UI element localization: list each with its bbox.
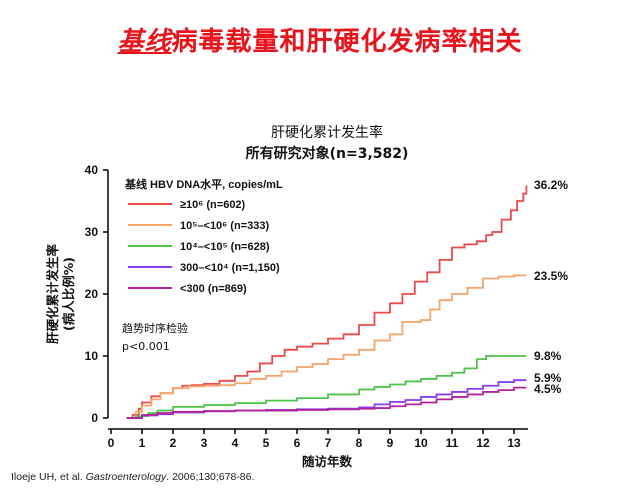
x-tick-label: 13 [507, 436, 521, 450]
series-line [126, 355, 527, 419]
series-lines [126, 185, 528, 419]
y-tick-label: 30 [85, 225, 99, 239]
x-tick-label: 2 [170, 436, 177, 450]
citation-journal: Gastroenterology [85, 471, 167, 483]
x-tick-label: 12 [476, 436, 490, 450]
x-tick-label: 4 [232, 436, 239, 450]
x-tick-label: 8 [356, 436, 363, 450]
y-axis-title-line2: (病人比例%) [61, 257, 76, 331]
y-tick-label: 20 [85, 287, 99, 301]
end-value-label: 4.5% [534, 382, 562, 396]
slide-title-rest: 病毒载量和肝硬化发病率相关 [171, 27, 523, 57]
citation-details: . 2006;130;678-86. [166, 471, 255, 483]
chart-subtitle: 所有研究对象(n=3,582) [246, 145, 409, 162]
y-tick-label: 40 [85, 163, 99, 177]
end-value-label: 5.9% [534, 371, 562, 385]
slide-title: 基线病毒载量和肝硬化发病率相关 [0, 21, 640, 58]
slide-title-emphasis: 基线 [117, 27, 172, 57]
series-line [126, 274, 527, 419]
x-tick-label: 6 [294, 436, 301, 450]
annotation-test-name: 趋势时序检验 [122, 321, 188, 335]
y-axis-title-line1: 肝硬化累计发生率 [45, 244, 60, 345]
end-value-label: 23.5% [534, 269, 568, 283]
end-value-label: 36.2% [534, 178, 568, 192]
x-tick-label: 11 [446, 436, 459, 450]
chart-title: 肝硬化累计发生率 [271, 124, 383, 141]
legend-entry: 300–<10⁴ (n=1,150) [180, 262, 280, 274]
annotation-p-value: p<0.001 [122, 340, 170, 353]
legend: 基线 HBV DNA水平, copies/mL ≥10⁶ (n=602) 10⁵–… [124, 177, 283, 295]
legend-entry: <300 (n=869) [180, 283, 247, 295]
legend-entry: 10⁵–<10⁶ (n=333) [180, 220, 269, 232]
x-tick-label: 7 [325, 436, 332, 450]
x-axis-title: 随访年数 [302, 454, 353, 469]
x-tick-label: 10 [414, 436, 428, 450]
legend-entry: ≥10⁶ (n=602) [180, 199, 246, 211]
legend-title: 基线 HBV DNA水平, copies/mL [124, 177, 283, 191]
y-tick-label: 10 [85, 349, 99, 363]
citation: Iloeje UH, et al. Gastroenterology. 2006… [11, 471, 254, 483]
series-line [126, 386, 527, 419]
x-tick-label: 5 [263, 436, 270, 450]
x-tick-label: 1 [139, 436, 146, 450]
end-value-label: 9.8% [534, 349, 562, 363]
end-labels: 36.2% 23.5% 9.8% 5.9%4.5% [534, 178, 568, 396]
y-tick-label: 0 [91, 411, 98, 425]
x-tick-label: 0 [108, 436, 115, 450]
x-tick-label: 3 [201, 436, 208, 450]
legend-entry: 10⁴–<10⁵ (n=628) [180, 241, 270, 253]
citation-authors: Iloeje UH, et al. [11, 471, 86, 483]
axes [107, 170, 528, 430]
x-tick-label: 9 [387, 436, 394, 450]
